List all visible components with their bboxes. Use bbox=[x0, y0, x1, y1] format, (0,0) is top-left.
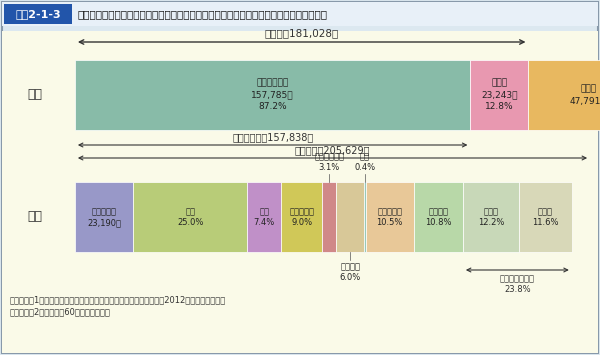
Text: 光熱・水道
9.0%: 光熱・水道 9.0% bbox=[289, 207, 314, 227]
Text: その他消費支出
23.8%: その他消費支出 23.8% bbox=[500, 274, 535, 294]
Text: 消費支出　205,629円: 消費支出 205,629円 bbox=[295, 145, 370, 155]
Bar bbox=[322, 182, 337, 252]
Bar bbox=[133, 182, 247, 252]
Bar bbox=[75, 182, 133, 252]
Text: 図表2-1-3: 図表2-1-3 bbox=[15, 9, 61, 19]
Bar bbox=[247, 182, 281, 252]
Text: 高齢無職世帯では支出が収入を上回り、「保健医療」等の割合が勤労者世帯に比べ大きい: 高齢無職世帯では支出が収入を上回り、「保健医療」等の割合が勤労者世帯に比べ大きい bbox=[78, 9, 328, 19]
Text: 教養娯楽
10.8%: 教養娯楽 10.8% bbox=[425, 207, 452, 227]
Bar bbox=[75, 60, 470, 130]
Text: 収入: 収入 bbox=[28, 88, 43, 102]
Text: 社会保険給付
157,785円
87.2%: 社会保険給付 157,785円 87.2% bbox=[251, 79, 294, 111]
FancyBboxPatch shape bbox=[2, 31, 598, 353]
Bar bbox=[365, 182, 413, 252]
Bar bbox=[413, 182, 463, 252]
Bar bbox=[364, 182, 365, 252]
FancyBboxPatch shape bbox=[4, 4, 72, 24]
Bar bbox=[519, 182, 572, 252]
Text: 実収入　181,028円: 実収入 181,028円 bbox=[265, 28, 339, 38]
Text: 住居
7.4%: 住居 7.4% bbox=[254, 207, 275, 227]
Bar bbox=[470, 60, 529, 130]
Text: 被服及び履物
3.1%: 被服及び履物 3.1% bbox=[314, 152, 344, 172]
Text: 交際費
12.2%: 交際費 12.2% bbox=[478, 207, 504, 227]
Bar bbox=[463, 182, 519, 252]
Text: その他
11.6%: その他 11.6% bbox=[532, 207, 559, 227]
Bar bbox=[281, 182, 322, 252]
Text: 交通・通信
10.5%: 交通・通信 10.5% bbox=[376, 207, 403, 227]
Text: 食料
25.0%: 食料 25.0% bbox=[177, 207, 203, 227]
Text: 可処分所得　157,838円: 可処分所得 157,838円 bbox=[232, 132, 313, 142]
Text: 不足分
47,791円: 不足分 47,791円 bbox=[570, 84, 600, 105]
Text: その他
23,243円
12.8%: その他 23,243円 12.8% bbox=[481, 79, 518, 111]
Text: 教育
0.4%: 教育 0.4% bbox=[354, 152, 376, 172]
Text: 支出: 支出 bbox=[28, 211, 43, 224]
FancyBboxPatch shape bbox=[2, 2, 598, 26]
Bar bbox=[529, 60, 600, 130]
Text: 非消費支出
23,190円: 非消費支出 23,190円 bbox=[87, 207, 121, 227]
Text: 保健医療
6.0%: 保健医療 6.0% bbox=[340, 262, 361, 282]
Bar bbox=[337, 182, 364, 252]
Text: （備考）　1．総務省「家計調査」（総世帯のうち高齢無職世帯）（2012年）により作成。
　　　　　2．世帯主が60歳以上の世帯。: （備考） 1．総務省「家計調査」（総世帯のうち高齢無職世帯）（2012年）により… bbox=[10, 295, 226, 317]
